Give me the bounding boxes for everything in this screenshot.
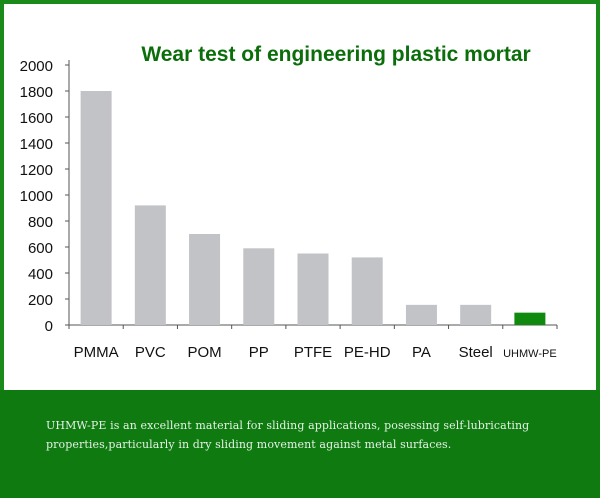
x-category-label: PVC bbox=[135, 344, 166, 361]
chart-title: Wear test of engineering plastic mortar bbox=[141, 43, 530, 66]
y-tick-label: 1000 bbox=[20, 188, 53, 205]
caption-text: UHMW-PE is an excellent material for sli… bbox=[46, 419, 530, 451]
y-tick-label: 1400 bbox=[20, 136, 53, 153]
bar-pmma bbox=[80, 91, 112, 325]
bar-pom bbox=[189, 234, 221, 325]
y-tick-label: 600 bbox=[28, 240, 53, 257]
x-axis-ticks bbox=[68, 325, 558, 329]
y-tick-label: 800 bbox=[28, 214, 53, 231]
x-axis-labels: PMMA PVC POM PP PTFE PE-HD PA Steel UHMW-PE bbox=[74, 344, 557, 361]
bar-pp bbox=[243, 248, 275, 325]
x-category-label: PE-HD bbox=[344, 344, 391, 361]
bar-steel bbox=[460, 304, 492, 325]
y-tick-label: 1600 bbox=[20, 110, 53, 127]
caption-panel bbox=[0, 390, 600, 498]
bars bbox=[80, 91, 546, 325]
x-category-label: Steel bbox=[459, 344, 493, 361]
bar-chart: Wear test of engineering plastic mortar … bbox=[20, 43, 558, 361]
y-axis-ticks: 0 200 400 600 800 1000 1200 1400 1600 1800 2000 bbox=[20, 58, 69, 335]
y-tick-label: 2000 bbox=[20, 58, 53, 75]
x-category-label: POM bbox=[187, 344, 221, 361]
y-tick-label: 1200 bbox=[20, 162, 53, 179]
x-category-label: PTFE bbox=[294, 344, 332, 361]
bar-pa bbox=[405, 304, 437, 325]
y-tick-label: 0 bbox=[45, 318, 53, 335]
bar-pvc bbox=[134, 205, 166, 325]
x-category-label: PP bbox=[249, 344, 269, 361]
x-category-label: PA bbox=[412, 344, 431, 361]
y-tick-label: 1800 bbox=[20, 84, 53, 101]
bar-ptfe bbox=[297, 253, 329, 325]
bar-uhmw-pe bbox=[514, 312, 546, 325]
y-tick-label: 400 bbox=[28, 266, 53, 283]
x-category-label: UHMW-PE bbox=[503, 348, 557, 360]
bar-pe-hd bbox=[351, 257, 383, 325]
y-tick-label: 200 bbox=[28, 292, 53, 309]
x-category-label: PMMA bbox=[74, 344, 119, 361]
